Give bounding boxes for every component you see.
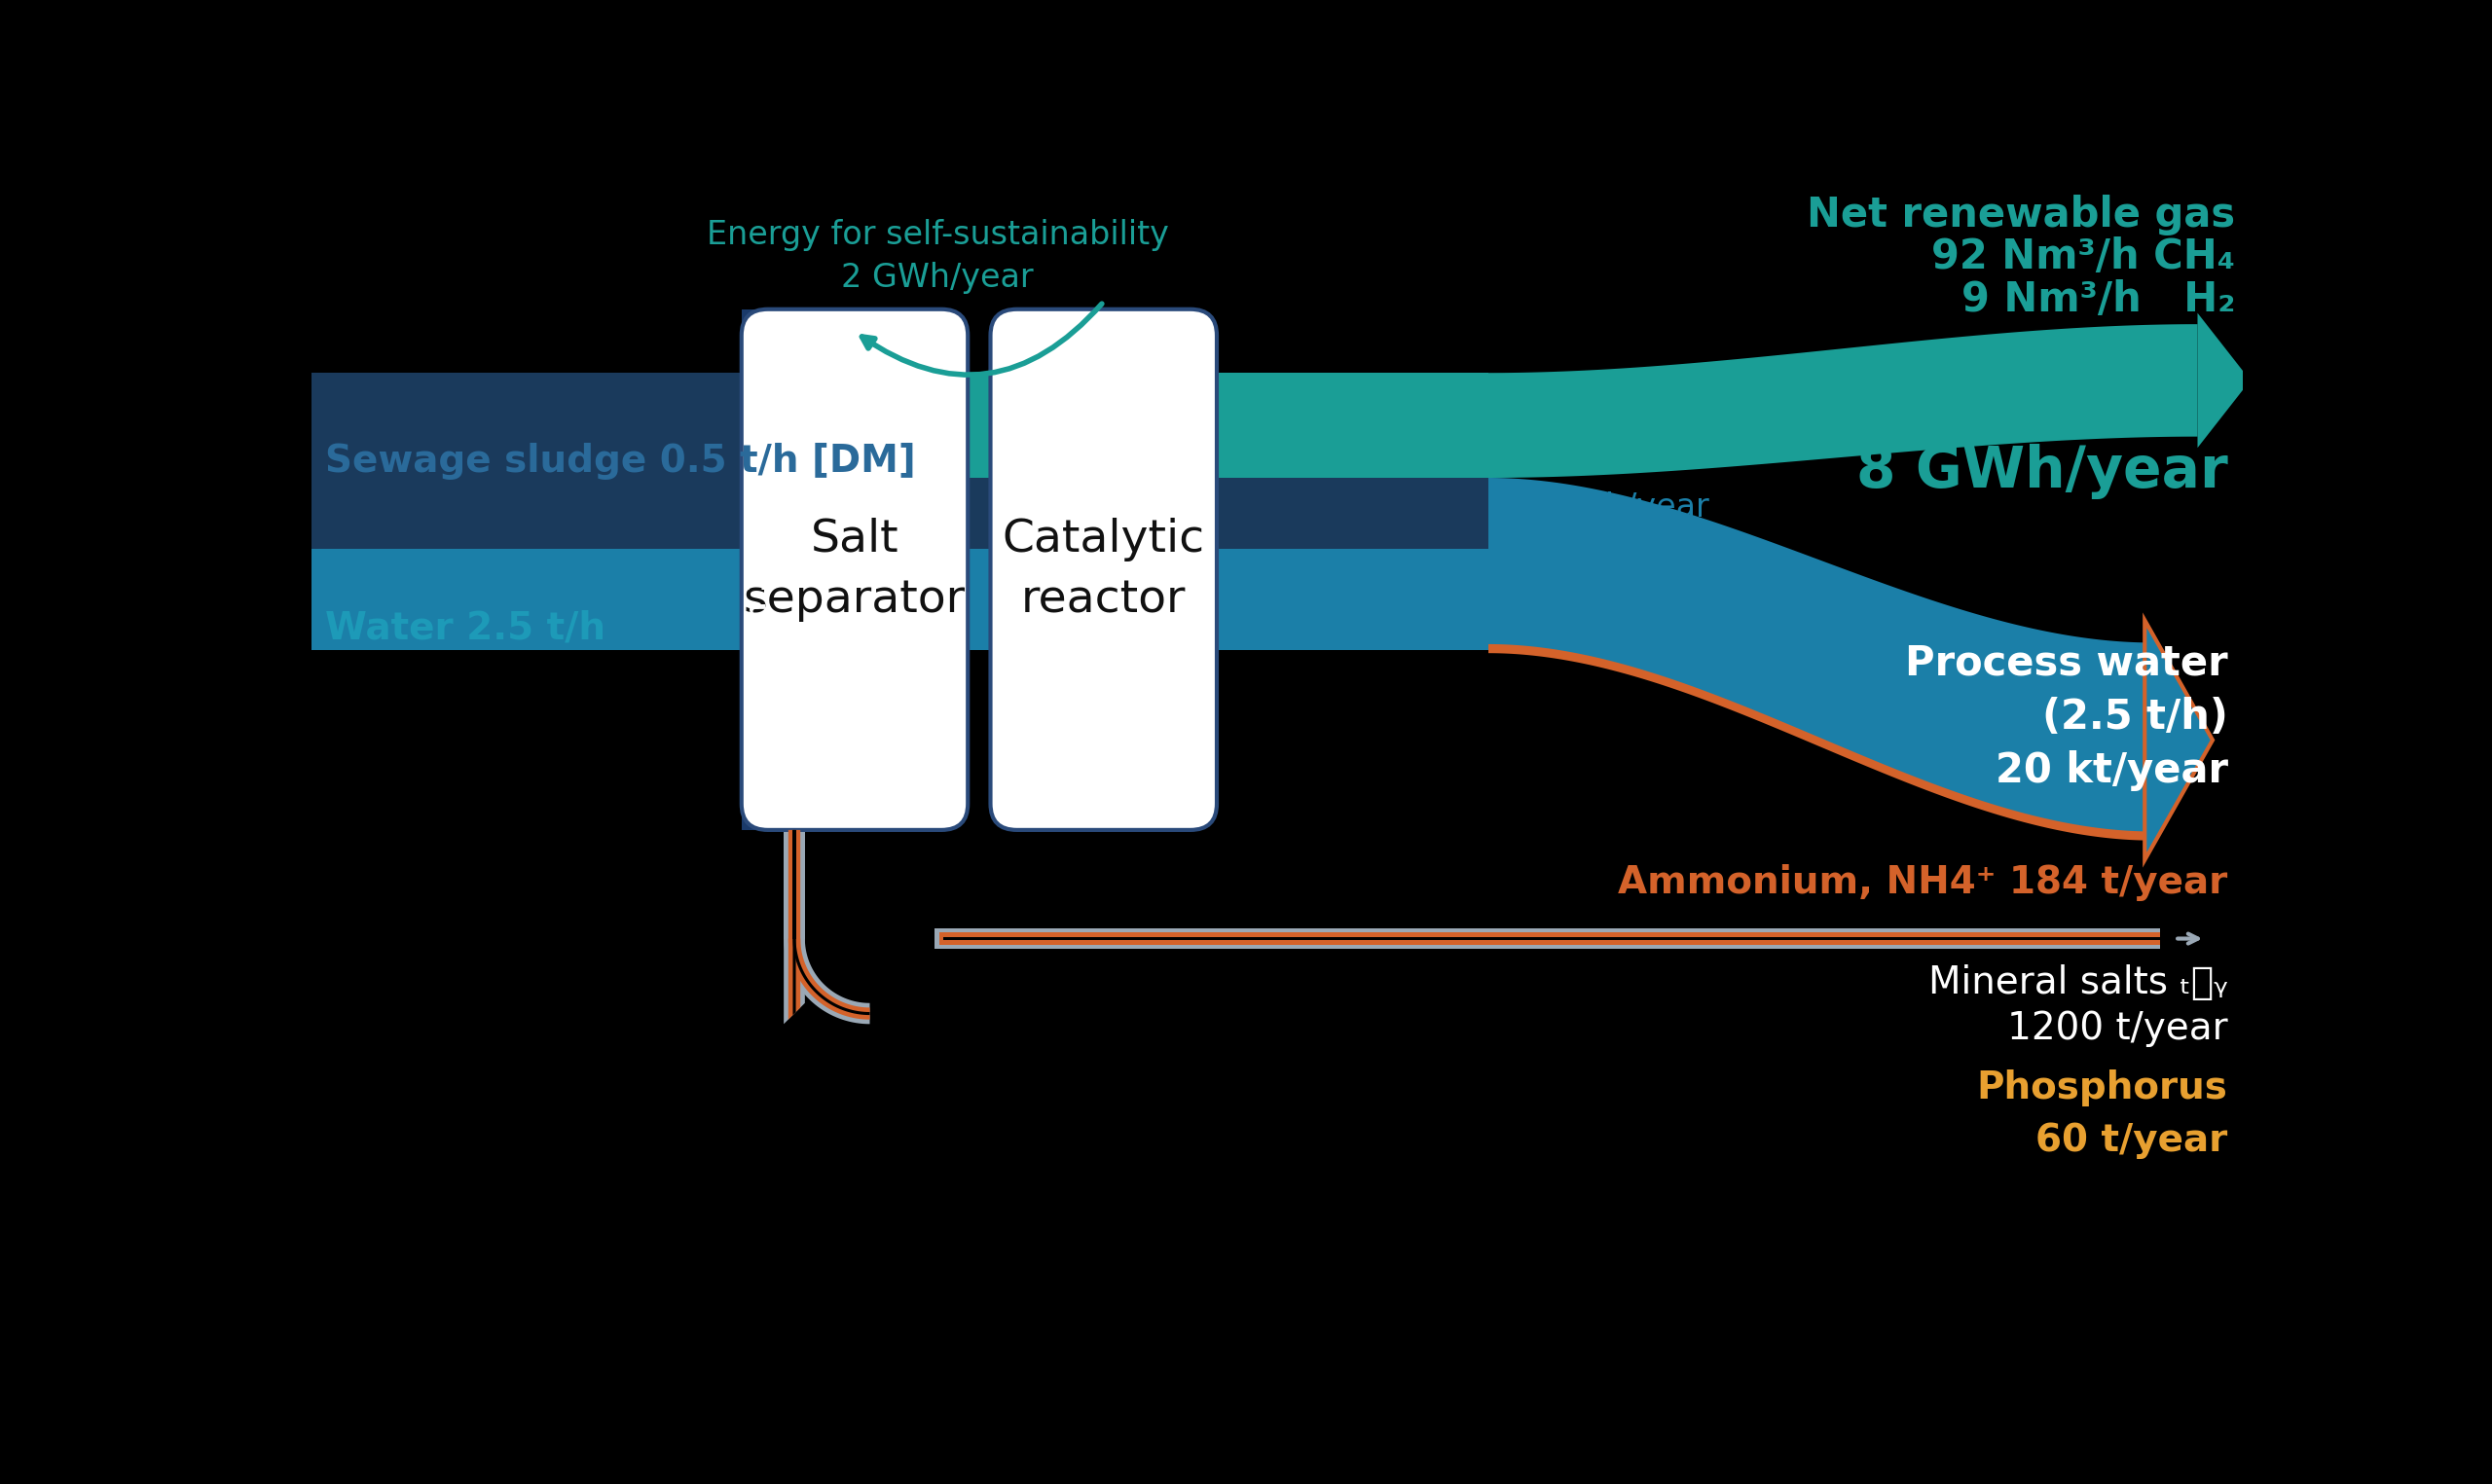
Polygon shape bbox=[785, 938, 870, 1024]
Polygon shape bbox=[787, 830, 800, 1020]
Text: Salt
separator: Salt separator bbox=[743, 518, 967, 622]
Polygon shape bbox=[792, 830, 795, 938]
Polygon shape bbox=[1216, 372, 1488, 650]
Text: Net renewable gas: Net renewable gas bbox=[1807, 194, 2235, 236]
Polygon shape bbox=[2146, 620, 2213, 859]
Text: 92 Nm³/h CH₄: 92 Nm³/h CH₄ bbox=[1931, 236, 2235, 278]
Text: 3 t/h 15% DM: 3 t/h 15% DM bbox=[745, 467, 773, 671]
Text: Mineral salts ₜ₞ᵧ: Mineral salts ₜ₞ᵧ bbox=[1929, 965, 2228, 1002]
Polygon shape bbox=[787, 830, 800, 938]
Polygon shape bbox=[944, 936, 2161, 941]
Polygon shape bbox=[1488, 644, 2153, 840]
Polygon shape bbox=[785, 830, 805, 1024]
Polygon shape bbox=[967, 372, 989, 478]
Text: Sewage sludge 0.5 t/h [DM]: Sewage sludge 0.5 t/h [DM] bbox=[324, 442, 915, 479]
FancyArrowPatch shape bbox=[862, 304, 1101, 375]
Text: 60 t/year: 60 t/year bbox=[2036, 1122, 2228, 1159]
Polygon shape bbox=[792, 830, 795, 1015]
Polygon shape bbox=[967, 372, 989, 650]
Text: 1200 t/year: 1200 t/year bbox=[2006, 1009, 2228, 1046]
Text: 9 Nm³/h   H₂: 9 Nm³/h H₂ bbox=[1961, 279, 2235, 321]
Polygon shape bbox=[312, 549, 743, 650]
Text: Ammonium, NH4⁺ 184 t/year: Ammonium, NH4⁺ 184 t/year bbox=[1617, 864, 2228, 901]
Text: 8 GWh/year: 8 GWh/year bbox=[1857, 444, 2228, 500]
Polygon shape bbox=[1488, 324, 2198, 478]
Polygon shape bbox=[2198, 313, 2250, 448]
FancyBboxPatch shape bbox=[989, 309, 1216, 830]
Text: 10 GWh/year: 10 GWh/year bbox=[1495, 491, 1710, 524]
Polygon shape bbox=[939, 932, 2161, 945]
Polygon shape bbox=[312, 372, 743, 549]
Text: Phosphorus: Phosphorus bbox=[1976, 1070, 2228, 1107]
Polygon shape bbox=[967, 372, 989, 549]
Polygon shape bbox=[743, 309, 775, 830]
Polygon shape bbox=[785, 830, 805, 938]
Polygon shape bbox=[787, 938, 870, 1020]
Polygon shape bbox=[1216, 372, 1488, 549]
Text: Catalytic
reactor: Catalytic reactor bbox=[1002, 518, 1206, 622]
Polygon shape bbox=[1488, 478, 2153, 837]
Polygon shape bbox=[792, 938, 870, 1015]
Text: Process water
(2.5 t/h)
20 kt/year: Process water (2.5 t/h) 20 kt/year bbox=[1904, 643, 2228, 791]
Text: Water 2.5 t/h: Water 2.5 t/h bbox=[324, 608, 606, 646]
Polygon shape bbox=[1216, 372, 1488, 478]
Text: Energy for self-sustainability
2 GWh/year: Energy for self-sustainability 2 GWh/yea… bbox=[708, 220, 1169, 294]
Polygon shape bbox=[934, 928, 2161, 950]
FancyBboxPatch shape bbox=[743, 309, 967, 830]
